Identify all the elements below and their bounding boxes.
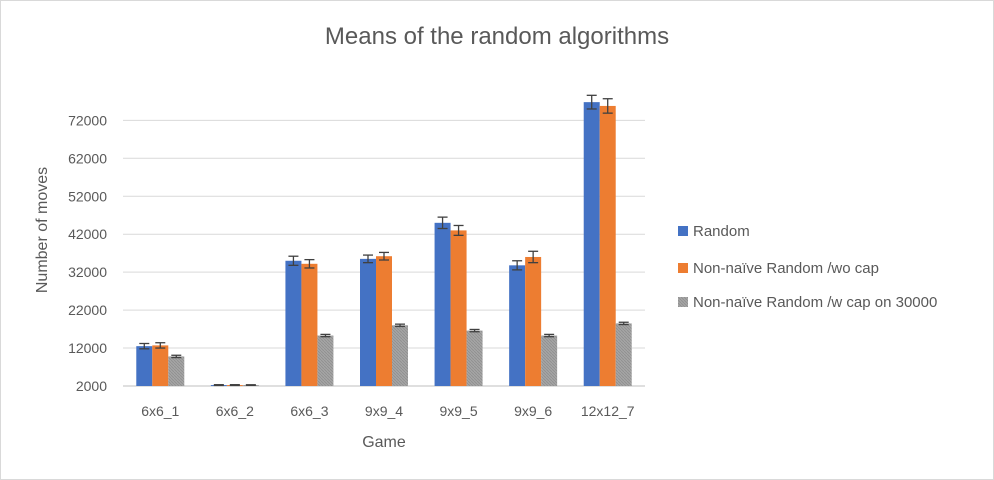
bar <box>360 258 376 386</box>
bar <box>525 256 542 386</box>
bar <box>615 323 632 386</box>
y-tick-label: 2000 <box>76 378 107 394</box>
y-tick-label: 42000 <box>68 226 107 242</box>
x-tick-label: 12x12_7 <box>581 403 635 419</box>
legend-swatch <box>678 297 688 307</box>
gridlines <box>123 119 645 387</box>
bar <box>466 330 483 386</box>
y-tick-label: 62000 <box>68 150 107 166</box>
legend-swatch <box>678 263 688 273</box>
legend-swatch <box>678 226 688 236</box>
y-axis-ticks: 2000 12000 22000 32000 42000 52000 62000 72000 <box>68 112 107 394</box>
x-tick-label: 6x6_3 <box>290 403 328 419</box>
legend-label: Non-naïve Random /w cap on 30000 <box>693 294 937 311</box>
legend-label: Random <box>693 223 750 240</box>
bar <box>392 325 408 386</box>
x-axis-ticks: 6x6_1 6x6_2 6x6_3 9x9_4 9x9_5 9x9_6 12x12_7 <box>141 403 635 419</box>
x-tick-label: 9x9_4 <box>365 403 403 419</box>
bar <box>152 345 169 386</box>
x-axis-title: Game <box>362 434 406 451</box>
bar <box>136 346 153 386</box>
bar <box>317 335 334 386</box>
bar <box>541 335 558 386</box>
y-tick-label: 22000 <box>68 302 107 318</box>
chart-title: Means of the random algorithms <box>325 23 669 50</box>
x-tick-label: 6x6_2 <box>216 403 254 419</box>
y-tick-label: 12000 <box>68 340 107 356</box>
x-tick-label: 6x6_1 <box>141 403 179 419</box>
bar <box>583 102 600 387</box>
legend-label: Non-naïve Random /wo cap <box>693 260 879 277</box>
legend: Random Non-naïve Random /wo cap Non-naïve … <box>678 223 937 311</box>
y-tick-label: 32000 <box>68 264 107 280</box>
x-tick-label: 9x9_5 <box>439 403 477 419</box>
bar <box>168 356 185 386</box>
bar <box>434 222 451 386</box>
bar <box>301 263 318 386</box>
y-tick-label: 52000 <box>68 188 107 204</box>
bar <box>509 265 526 386</box>
bar <box>599 105 616 386</box>
x-tick-label: 9x9_6 <box>514 403 552 419</box>
bar <box>376 256 392 386</box>
y-tick-label: 72000 <box>68 112 107 128</box>
bar <box>450 230 467 386</box>
bars <box>136 94 632 387</box>
y-axis-title: Number of moves <box>34 167 51 293</box>
bar <box>285 260 302 386</box>
